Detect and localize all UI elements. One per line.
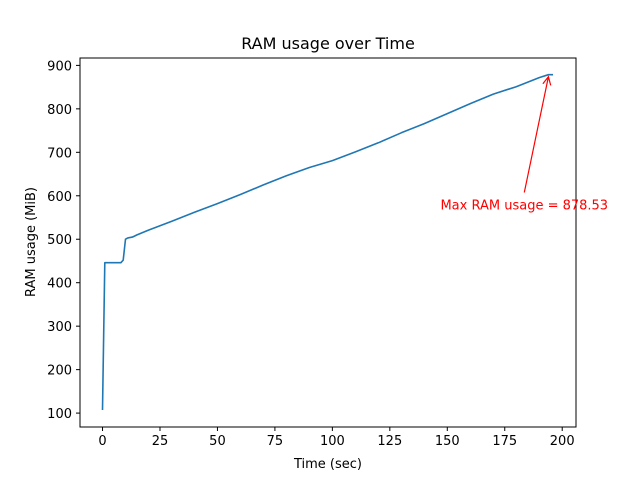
x-tick-label: 175 — [492, 434, 517, 449]
y-tick-label: 200 — [47, 364, 72, 379]
plot-area — [101, 73, 553, 411]
axis-ticks: 0 25 50 75 100 125 150 175 200 100 200 300 400 500 600… — [47, 59, 574, 449]
axes-frame — [79, 57, 577, 428]
x-tick-label: 150 — [435, 434, 460, 449]
max-ram-annotation: Max RAM usage = 878.53 — [440, 198, 608, 213]
x-axis-label: Time (sec) — [293, 457, 362, 472]
x-tick-label: 50 — [209, 434, 226, 449]
series-line — [101, 73, 553, 411]
x-tick-label: 200 — [550, 434, 575, 449]
y-tick-label: 400 — [47, 277, 72, 292]
annotation-arrow-shaft — [523, 76, 550, 193]
x-tick-label: 100 — [320, 434, 345, 449]
y-tick-label: 800 — [47, 103, 72, 118]
chart-title: RAM usage over Time — [241, 34, 415, 53]
x-tick-label: 25 — [152, 434, 169, 449]
y-tick-label: 100 — [47, 407, 72, 422]
y-tick-label: 900 — [47, 59, 72, 74]
y-tick-label: 500 — [47, 233, 72, 248]
y-tick-label: 300 — [47, 320, 72, 335]
x-tick-label: 75 — [267, 434, 284, 449]
x-tick-label: 0 — [98, 434, 106, 449]
y-tick-label: 600 — [47, 190, 72, 205]
y-axis-label: RAM usage (MiB) — [24, 187, 39, 297]
annotation-arrow-head — [542, 75, 552, 86]
y-tick-label: 700 — [47, 146, 72, 161]
x-tick-label: 125 — [377, 434, 402, 449]
annotation-group: Max RAM usage = 878.53 — [440, 75, 608, 213]
